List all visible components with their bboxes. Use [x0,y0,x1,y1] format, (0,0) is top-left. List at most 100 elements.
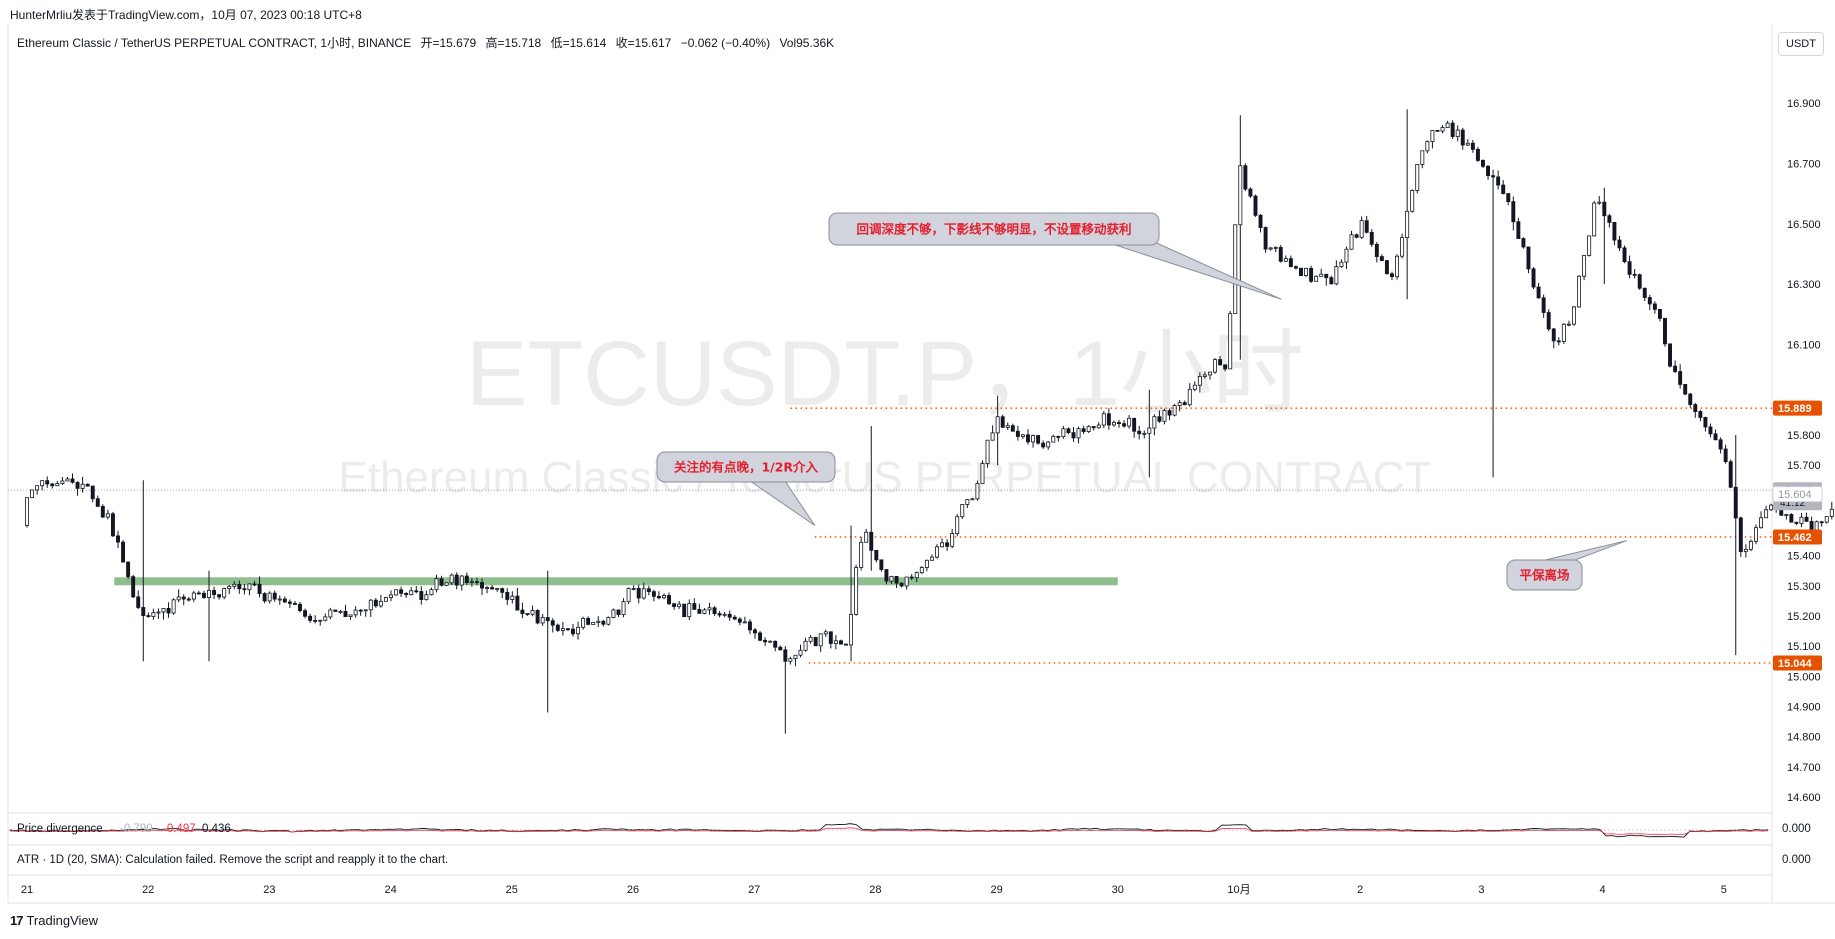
candle-body [773,640,778,648]
candle-body [1723,448,1728,463]
x-tick-label: 5 [1721,884,1727,896]
candle-body [1046,441,1051,448]
indicator-divergence-axis-value: 0.000 [1782,823,1811,835]
indicator-atr-label[interactable]: ATR · 1D (20, SMA): Calculation failed. … [17,854,449,866]
indicator-divergence-value-2: -0.497 [163,823,196,835]
candle-body [571,628,575,635]
candle-body [626,588,631,603]
candle-body [1147,427,1152,434]
candle-body [272,592,277,600]
x-tick-label: 21 [21,884,33,896]
candle-body [1698,411,1703,418]
candle-body [823,631,828,635]
candle-body [1668,343,1672,367]
candle-body [1005,425,1010,428]
publisher-credit: HunterMrliu发表于TradingView.com，10月 07, 20… [10,8,362,22]
candle-body [601,620,606,625]
candle-body [444,582,449,586]
price-badge-bg [1773,529,1822,545]
candle-body [1071,432,1076,439]
tradingview-branding[interactable]: 17 TradingView [10,913,98,928]
callout-text: 回调深度不够，下影线不够明显，不设置移动获利 [856,222,1131,237]
candle-body [131,576,136,598]
candle-body [1663,317,1667,345]
candle-body [1253,195,1258,216]
candle-body [1324,273,1329,279]
candle-body [1829,508,1834,517]
candle-body [722,613,727,616]
candle-body [955,516,960,534]
candle-body [677,603,682,608]
candle-body [1501,184,1506,194]
candle-body [1364,220,1369,233]
candle-body [899,582,904,587]
support-band [114,577,1118,586]
candle-body [191,592,196,600]
callout-box [1506,559,1583,591]
candle-body [919,567,924,574]
candle-body [1587,235,1592,256]
candle-body [1122,423,1127,427]
candle-body [682,603,687,618]
candle-body [576,626,581,635]
candle-body [515,595,520,611]
candle-body [1101,413,1106,426]
candle-body [935,546,939,558]
candle-body [869,531,874,551]
candle-body [70,478,75,483]
candle-body [763,639,768,643]
price-axis[interactable]: 16.900 16.700 16.500 16.300 16.100 15.800 15.7… [1787,98,1821,804]
candle-body [1754,527,1758,542]
candle-body [1293,266,1298,269]
candle-body [1607,215,1612,223]
candle-body [1824,516,1829,523]
candle-body [1041,442,1046,448]
candle-body [692,603,697,610]
time-axis[interactable]: 21 22 23 24 25 26 27 28 29 30 10月 2 3 4 5 [21,884,1727,896]
legend-symbol[interactable]: Ethereum Classic / TetherUS PERPETUAL CO… [17,36,412,50]
candle-body [75,481,80,489]
indicator-divergence-label[interactable]: Price divergence [17,823,103,835]
candle-body [717,613,722,616]
y-tick-label: 15.100 [1787,641,1821,653]
candle-body [292,603,297,605]
candle-body [1703,417,1708,428]
candle-body [611,609,616,618]
candle-body [429,589,434,596]
x-tick-label: 28 [869,884,881,896]
candle-body [874,549,879,561]
candle-body [1344,248,1349,263]
callout-box [828,212,1160,246]
candle-body [65,478,70,482]
candle-body [1819,521,1824,524]
candle-body [282,598,287,603]
candle-body [1652,303,1657,310]
price-badge-label: 15.889 [1778,403,1812,415]
candle-body [586,617,591,625]
candle-body [929,556,934,561]
candle-body [656,595,661,599]
candle-body [480,582,484,589]
candle-body [1506,193,1511,203]
currency-button[interactable]: USDT [1778,32,1824,56]
candle-body [1602,201,1607,217]
candle-body [1026,434,1030,443]
candle-body [1299,267,1303,277]
candle-body [1061,428,1066,437]
candle-body [348,614,353,618]
candle-body [313,620,318,622]
candle-body [151,612,156,617]
candle-body [1764,509,1769,519]
candle-body [667,595,672,605]
legend-low: 低=15.614 [550,36,607,50]
candle-body [1248,188,1253,197]
candle-body [1612,222,1617,241]
y-tick-label: 14.600 [1787,792,1821,804]
candle-body [1784,514,1789,516]
candle-body [1051,436,1056,443]
candle-body [864,531,869,543]
candle-body [298,603,302,612]
candle-body [1415,163,1420,191]
x-tick-label: 25 [506,884,518,896]
